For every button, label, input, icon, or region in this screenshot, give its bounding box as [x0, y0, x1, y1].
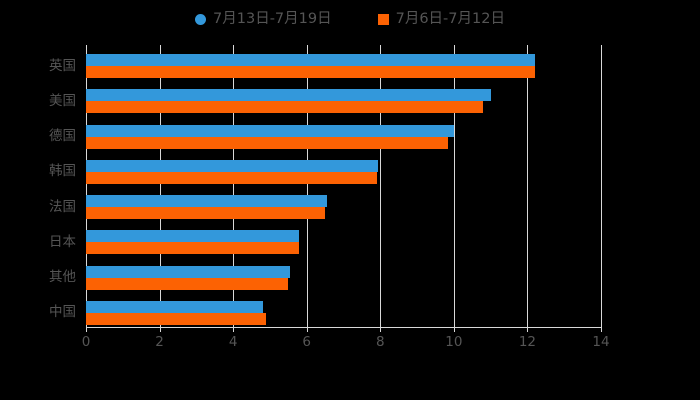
gridline	[159, 45, 161, 327]
gridline	[601, 45, 602, 327]
x-axis-tick	[159, 327, 161, 332]
bar[interactable]	[86, 265, 291, 278]
y-axis-labels: 英国美国德国韩国法国日本其他中国	[0, 0, 76, 400]
legend-label-series-0: 7月13日-7月19日	[213, 10, 332, 27]
legend-label-series-1: 7月6日-7月12日	[395, 10, 505, 27]
legend-item-series-0[interactable]: 7月13日-7月19日	[195, 12, 332, 27]
y-axis-tick-label: 德国	[49, 128, 76, 145]
chart-legend: 7月13日-7月19日 7月6日-7月12日	[0, 6, 700, 32]
bar[interactable]	[86, 277, 289, 290]
y-axis-tick-label: 英国	[49, 57, 76, 74]
bar[interactable]	[86, 207, 326, 219]
y-axis-tick-label: 中国	[49, 304, 76, 321]
x-axis-tick	[527, 327, 529, 332]
x-axis-tick-label: 2	[155, 334, 164, 350]
x-axis-tick	[601, 327, 602, 332]
bar[interactable]	[86, 195, 327, 207]
gridline	[380, 45, 382, 327]
bar[interactable]	[86, 124, 454, 137]
bar-group	[86, 186, 601, 221]
bar[interactable]	[86, 312, 267, 325]
legend-square-marker-icon	[377, 13, 389, 25]
x-axis-tick-label: 4	[228, 334, 238, 350]
gridline	[233, 45, 235, 327]
x-axis-tick-label: 10	[445, 334, 463, 350]
x-axis-line	[86, 327, 602, 328]
bar-group	[86, 221, 601, 256]
legend-circle-marker-icon	[195, 13, 207, 25]
bar-group	[86, 151, 601, 186]
bar-group	[86, 257, 601, 292]
x-axis-tick	[233, 327, 235, 332]
gridline	[306, 45, 308, 327]
bar-group	[86, 116, 601, 151]
legend-item-series-1[interactable]: 7月6日-7月12日	[377, 10, 505, 27]
bar[interactable]	[86, 89, 491, 102]
y-axis-tick-label: 其他	[49, 269, 76, 286]
x-axis-tick-label: 6	[302, 334, 311, 350]
bar[interactable]	[86, 171, 377, 184]
x-axis-tick-label: 14	[592, 334, 610, 350]
gridline	[86, 45, 87, 327]
bar-group	[86, 45, 601, 80]
x-axis-tick	[306, 327, 308, 332]
plot-area	[86, 45, 602, 327]
x-axis-tick	[453, 327, 455, 332]
y-axis-tick-label: 法国	[49, 198, 76, 215]
x-axis-tick-label: 8	[375, 334, 385, 350]
gridline	[527, 45, 529, 327]
x-axis-tick-label: 0	[81, 334, 91, 350]
bar[interactable]	[86, 242, 300, 255]
bar[interactable]	[86, 54, 535, 66]
y-axis-tick-label: 美国	[49, 92, 76, 109]
bar[interactable]	[86, 136, 449, 149]
x-axis-tick-label: 12	[518, 334, 537, 350]
bar-group	[86, 292, 601, 327]
bar[interactable]	[86, 66, 535, 78]
y-axis-tick-label: 日本	[49, 233, 76, 250]
gridline	[453, 45, 455, 327]
bar[interactable]	[86, 230, 300, 243]
x-axis-tick	[380, 327, 382, 332]
x-axis-tick	[86, 327, 87, 332]
bar[interactable]	[86, 101, 484, 114]
bar-group	[86, 80, 601, 115]
bar[interactable]	[86, 300, 263, 313]
y-axis-tick-label: 韩国	[49, 163, 76, 180]
bar[interactable]	[86, 159, 379, 172]
